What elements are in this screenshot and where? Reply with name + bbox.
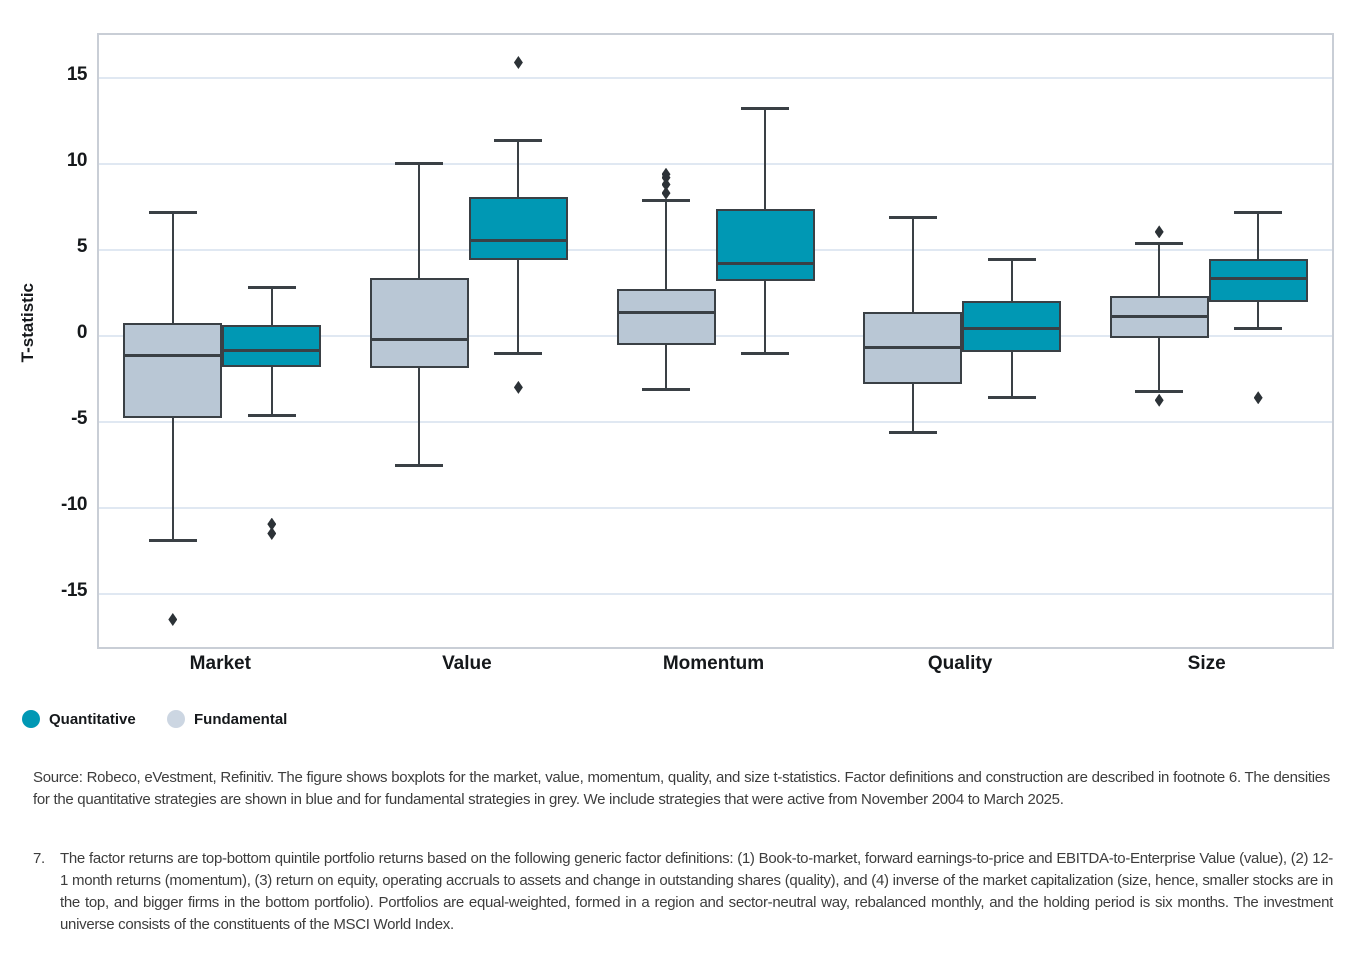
iqr-box: [616, 289, 716, 346]
whisker-cap-high: [148, 210, 197, 214]
boxplot-quantitative-value: [99, 35, 1332, 647]
whisker-cap-low: [1135, 390, 1184, 394]
outlier-point: [513, 56, 523, 69]
outlier-point: [168, 612, 178, 626]
iqr-box: [468, 196, 568, 261]
whisker-cap-high: [642, 198, 690, 202]
outlier-point: [1253, 391, 1263, 405]
x-category-label: Value: [442, 653, 492, 674]
whisker-cap-low: [494, 351, 543, 355]
median-line: [1111, 314, 1207, 318]
outlier-point: [661, 186, 671, 200]
boxplot-quantitative-quality: [99, 35, 1332, 647]
boxplot-quantitative-size: [99, 35, 1332, 647]
legend-label-fundamental: Fundamental: [194, 710, 288, 728]
boxplot-fundamental-value: [99, 35, 1332, 647]
legend-item-fundamental: Fundamental: [167, 706, 287, 732]
fundamental-legend-dot-icon: [167, 710, 185, 728]
iqr-box: [123, 322, 223, 419]
whisker-cap-high: [987, 257, 1036, 261]
iqr-box: [715, 208, 815, 281]
median-line: [224, 348, 320, 352]
boxplot-fundamental-momentum: [99, 35, 1332, 647]
y-tick-label: 15: [66, 63, 88, 85]
outlier-point: [267, 527, 277, 541]
whisker-cap-low: [741, 352, 789, 356]
y-tick-label: -5: [71, 407, 87, 429]
x-category-label: Market: [189, 653, 251, 674]
y-tick-label: -15: [61, 579, 87, 601]
whisker-cap-low: [1234, 327, 1283, 331]
whisker-cap-low: [247, 414, 296, 418]
gridline: [99, 76, 1332, 79]
boxplot-fundamental-quality: [99, 35, 1332, 647]
iqr-box: [369, 278, 469, 368]
boxplot-quantitative-market: [99, 35, 1332, 647]
legend: Quantitative Fundamental: [0, 706, 1363, 732]
median-line: [618, 311, 714, 315]
median-line: [125, 354, 221, 358]
outlier-point: [661, 167, 671, 181]
median-line: [371, 337, 467, 341]
legend-item-quantitative: Quantitative: [22, 706, 136, 732]
quantitative-legend-dot-icon: [22, 710, 40, 728]
median-line: [964, 326, 1060, 330]
boxplot-quantitative-momentum: [99, 35, 1332, 647]
x-category-label: Quality: [927, 653, 993, 674]
boxplot-fundamental-market: [99, 35, 1332, 647]
gridline: [99, 162, 1332, 165]
median-line: [717, 262, 813, 266]
boxplot-fundamental-size: [99, 35, 1332, 647]
y-tick-label: -10: [61, 493, 87, 515]
whisker-cap-low: [395, 464, 444, 468]
y-tick-label: 10: [66, 149, 88, 171]
iqr-box: [222, 324, 322, 367]
legend-label-quantitative: Quantitative: [49, 710, 136, 728]
whisker-cap-low: [888, 431, 937, 435]
footnote: 7. The factor returns are top-bottom qui…: [33, 848, 1333, 936]
whisker-cap-high: [741, 107, 789, 111]
iqr-box: [1208, 259, 1308, 303]
whisker-cap-low: [148, 538, 197, 542]
x-category-label: Momentum: [662, 653, 765, 674]
outlier-point: [1154, 393, 1164, 407]
whisker-cap-high: [247, 286, 296, 290]
whisker-cap-high: [395, 161, 444, 165]
outlier-point: [513, 380, 523, 394]
median-line: [470, 238, 566, 242]
outlier-point: [1154, 225, 1164, 239]
y-tick-label: 5: [76, 235, 88, 257]
gridline: [99, 420, 1332, 423]
plot-area: [97, 33, 1334, 649]
y-tick-label: 0: [76, 321, 88, 343]
outlier-point: [661, 178, 671, 192]
gridline: [99, 334, 1332, 337]
iqr-box: [962, 300, 1062, 353]
whisker-cap-low: [987, 396, 1036, 400]
whisker-cap-high: [1135, 241, 1184, 245]
x-category-label: Size: [1187, 653, 1226, 674]
gridline: [99, 506, 1332, 509]
gridline: [99, 592, 1332, 595]
outlier-point: [267, 517, 277, 531]
whisker-cap-high: [888, 215, 937, 219]
footnote-text: The factor returns are top-bottom quinti…: [60, 850, 1333, 933]
whisker-cap-low: [642, 387, 690, 391]
t-statistic-boxplot-chart: T-statistic 15 10 5 0 -5 -10 -15 Market Value Mo…: [18, 33, 1334, 674]
source-caption: Source: Robeco, eVestment, Refinitiv. Th…: [33, 769, 1330, 808]
median-line: [865, 346, 961, 350]
whisker-cap-high: [1234, 210, 1283, 214]
footnote-number: 7.: [33, 850, 45, 867]
median-line: [1210, 276, 1306, 280]
whisker-cap-high: [494, 139, 543, 143]
